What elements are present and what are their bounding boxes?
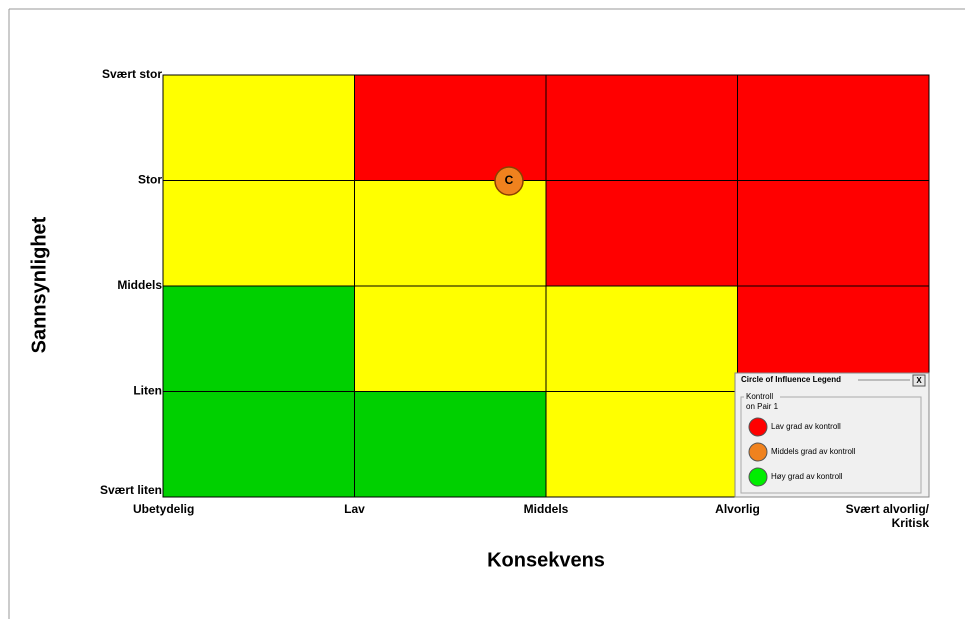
y-axis-title: Sannsynlighet [28, 216, 50, 353]
x-tick-label: Middels [524, 502, 569, 516]
y-tick-label: Svært stor [102, 67, 162, 81]
matrix-cell [162, 74, 355, 181]
y-tick-label: Middels [117, 278, 162, 292]
legend-title: Circle of Influence Legend [741, 375, 841, 384]
legend-subtitle: on Pair 1 [746, 402, 779, 411]
matrix-cell [354, 74, 547, 181]
y-tick-label: Svært liten [100, 483, 162, 497]
matrix-cell [354, 391, 547, 498]
matrix-cell [545, 391, 738, 498]
x-tick-label: Alvorlig [715, 502, 760, 516]
y-tick-label: Liten [133, 384, 162, 398]
matrix-cell [162, 285, 355, 392]
legend-swatch [748, 417, 768, 437]
matrix-cell [162, 180, 355, 287]
legend-group [740, 396, 922, 494]
x-tick-label: Ubetydelig [133, 502, 194, 516]
matrix-cell [354, 180, 547, 287]
y-tick-label: Stor [138, 173, 162, 187]
risk-marker: C [494, 166, 524, 196]
x-axis-title: Konsekvens [487, 549, 605, 571]
x-tick-label: Svært alvorlig/ [846, 502, 930, 516]
x-tick-label: Kritisk [892, 516, 930, 530]
legend-label: Høy grad av kontroll [771, 472, 843, 481]
matrix-cell [737, 180, 930, 287]
x-tick-label: Lav [344, 502, 365, 516]
marker-label: C [505, 173, 514, 187]
matrix-cell [545, 285, 738, 392]
marker-circle [494, 166, 524, 196]
legend-swatch [748, 442, 768, 462]
legend-label: Middels grad av kontroll [771, 447, 856, 456]
close-button[interactable] [912, 374, 926, 387]
legend-label: Lav grad av kontroll [771, 422, 841, 431]
close-label[interactable]: X [916, 376, 922, 385]
matrix-cell [545, 74, 738, 181]
matrix-cell [545, 180, 738, 287]
legend-group-label: Kontroll [746, 392, 773, 401]
legend: Circle of Influence Legend X Kontroll on… [734, 372, 930, 498]
matrix-cell [354, 285, 547, 392]
matrix-cell [737, 74, 930, 181]
matrix-cell [162, 391, 355, 498]
group-label-bg [744, 392, 780, 401]
legend-swatch [748, 467, 768, 487]
